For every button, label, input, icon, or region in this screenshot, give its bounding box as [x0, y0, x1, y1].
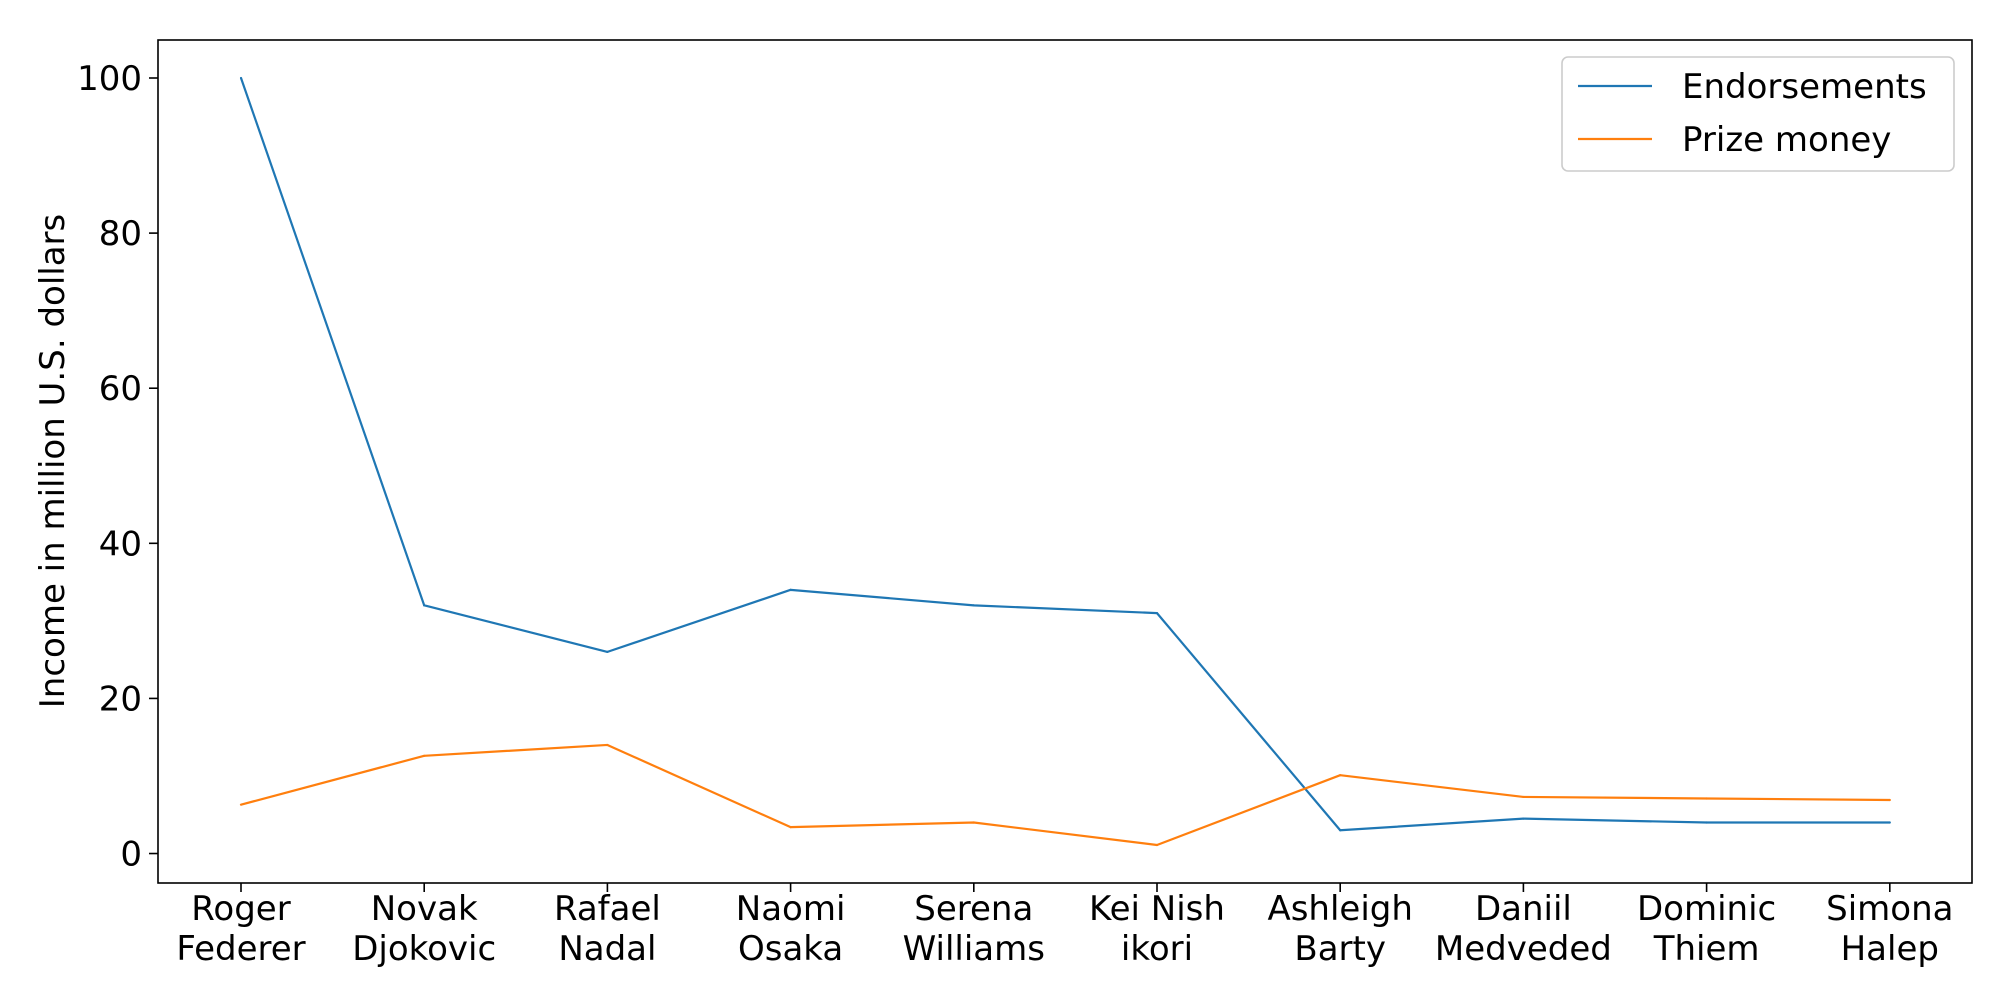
series-line-prize-money — [240, 743, 1890, 847]
y-tick-label: 60 — [99, 369, 142, 409]
x-tick-label-line: Osaka — [738, 929, 843, 969]
y-axis: 0 20 40 60 80 100 — [77, 59, 158, 875]
y-tick-label: 80 — [99, 214, 142, 254]
x-tick-label-line: Simona — [1826, 889, 1953, 929]
x-tick-label: Serena Williams — [903, 889, 1045, 969]
x-tick-label: Dominic Thiem — [1637, 889, 1776, 969]
data-point-endorsements — [789, 588, 792, 591]
data-point-endorsements — [1522, 817, 1525, 820]
y-tick-label: 0 — [120, 835, 142, 875]
data-point-prize-money — [972, 821, 975, 824]
data-point-endorsements — [423, 604, 426, 607]
x-tick-label: Simona Halep — [1826, 889, 1953, 969]
x-tick-label-line: Dominic — [1637, 889, 1776, 929]
x-tick-label-line: Medveded — [1435, 929, 1612, 969]
data-point-endorsements — [606, 650, 609, 653]
x-tick-label-line: Nadal — [558, 929, 656, 969]
x-tick-label: Roger Federer — [176, 889, 305, 969]
data-point-endorsements — [1339, 829, 1342, 832]
x-tick-label-line: Serena — [914, 889, 1033, 929]
x-tick-label-line: Roger — [191, 889, 290, 929]
data-point-endorsements — [1705, 821, 1708, 824]
x-tick-label: Daniil Medveded — [1435, 889, 1612, 969]
data-point-endorsements — [239, 76, 243, 80]
legend-label-endorsements: Endorsements — [1682, 67, 1927, 107]
x-axis: Roger Federer Novak Djokovic Rafael Nadal Naom… — [176, 883, 1953, 969]
data-point-prize-money — [1888, 798, 1891, 802]
y-tick-label: 40 — [99, 524, 142, 564]
x-tick-label-line: Barty — [1294, 929, 1386, 969]
x-tick-label: Kei Nish ikori — [1089, 889, 1225, 969]
data-point-prize-money — [1155, 843, 1159, 847]
data-point-prize-money — [606, 743, 609, 747]
data-point-endorsements — [1888, 821, 1891, 824]
x-tick-label-line: Kei Nish — [1089, 889, 1225, 929]
x-tick-label-line: Rafael — [554, 889, 661, 929]
x-tick-label-line: Halep — [1841, 929, 1939, 969]
legend-label-prize-money: Prize money — [1682, 120, 1891, 160]
x-tick-label-line: ikori — [1121, 929, 1193, 969]
data-point-endorsements — [1155, 612, 1159, 615]
x-tick-label-line: Naomi — [736, 889, 846, 929]
x-tick-label-line: Federer — [176, 929, 305, 969]
data-point-prize-money — [423, 754, 426, 757]
data-point-prize-money — [1522, 795, 1525, 799]
y-axis-title: Income in million U.S. dollars — [33, 214, 73, 708]
series-lines — [239, 76, 1891, 847]
y-tick-label: 100 — [77, 59, 142, 99]
plot-area — [157, 39, 1973, 884]
x-tick-label-line: Ashleigh — [1267, 889, 1412, 929]
data-point-prize-money — [239, 803, 243, 806]
x-tick-label-line: Daniil — [1475, 889, 1572, 929]
series-line-endorsements — [239, 77, 1890, 832]
x-tick-label-line: Novak — [371, 889, 478, 929]
x-tick-label-line: Williams — [903, 929, 1045, 969]
x-tick-label: Rafael Nadal — [554, 889, 661, 969]
data-point-endorsements — [972, 604, 975, 607]
x-tick-label-line: Thiem — [1653, 929, 1760, 969]
x-tick-label: Novak Djokovic — [352, 889, 496, 969]
y-tick-label: 20 — [99, 679, 142, 719]
x-tick-label: Ashleigh Barty — [1267, 889, 1412, 969]
legend: Endorsements Prize money — [1561, 56, 1955, 172]
data-point-prize-money — [1705, 797, 1708, 800]
x-tick-label: Naomi Osaka — [736, 889, 846, 969]
x-tick-label-line: Djokovic — [352, 929, 496, 969]
data-point-prize-money — [789, 826, 792, 829]
data-point-prize-money — [1339, 774, 1342, 777]
legend-frame — [1561, 56, 1955, 172]
